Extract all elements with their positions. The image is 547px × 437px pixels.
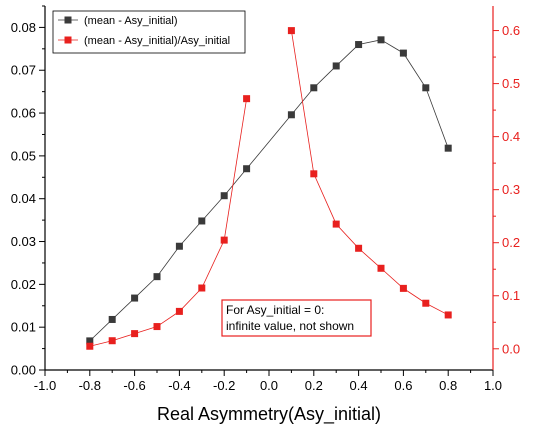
series-1-point <box>444 144 452 152</box>
series-1-point <box>220 192 228 200</box>
y-right-tick-label: 0.6 <box>502 23 520 38</box>
series-2-point <box>131 330 139 338</box>
y-left-tick-label: 0.04 <box>11 191 36 206</box>
series-2-point <box>310 170 318 178</box>
y-right-tick-label: 0.2 <box>502 235 520 250</box>
series-1-point <box>287 111 295 119</box>
legend-label: (mean - Asy_initial)/Asy_initial <box>84 35 230 47</box>
y-right-tick-label: 0.5 <box>502 76 520 91</box>
series-2-point <box>422 299 430 307</box>
x-tick-label: 0.6 <box>394 378 412 393</box>
x-axis-label: Real Asymmetry(Asy_initial) <box>157 404 381 425</box>
axes: -1.0 -0.8 -0.6 -0.4 -0.2 0.0 0.2 0.4 0.6 0.8 1.0 0.… <box>11 5 520 425</box>
series-1-point <box>399 49 407 57</box>
series-2-point <box>175 307 183 315</box>
x-tick-label: 0.2 <box>305 378 323 393</box>
x-tick-label: -1.0 <box>34 378 56 393</box>
series-2-point <box>399 284 407 292</box>
series-1-point <box>86 337 94 345</box>
series-1-point <box>310 84 318 92</box>
annotation: For Asy_initial = 0: infinite value, not … <box>221 299 372 337</box>
series-2-point <box>355 244 363 252</box>
series-1-point <box>108 315 116 323</box>
x-tick-label: -0.2 <box>213 378 235 393</box>
annotation-box <box>221 299 372 337</box>
series-2-point <box>108 337 116 345</box>
series-2-point <box>287 27 295 35</box>
y-left-tick-label: 0.06 <box>11 106 36 121</box>
y-left-tick-label: 0.05 <box>11 148 36 163</box>
series-1-point <box>332 62 340 70</box>
annotation-line-1: For Asy_initial = 0: <box>226 303 324 317</box>
x-tick-label: -0.6 <box>123 378 145 393</box>
series-1-point <box>153 273 161 281</box>
y-right-tick-label: 0.3 <box>502 182 520 197</box>
y-left-tick-label: 0.08 <box>11 20 36 35</box>
y-right-tick-label: 0.1 <box>502 288 520 303</box>
x-tick-label: 0.0 <box>260 378 278 393</box>
series-1-point <box>355 41 363 49</box>
series-2-point <box>444 311 452 319</box>
legend-marker <box>64 36 72 44</box>
y-right-tick-label: 0.4 <box>502 129 520 144</box>
y-right-tick-label: 0.0 <box>502 341 520 356</box>
legend-box <box>52 10 246 54</box>
series-2-line <box>291 30 449 316</box>
series-layer <box>86 27 452 350</box>
series-1-point <box>243 165 251 173</box>
series-2-point <box>198 284 206 292</box>
series-2-point <box>220 236 228 244</box>
x-tick-label: 0.4 <box>350 378 368 393</box>
y-left-tick-label: 0.00 <box>11 363 36 378</box>
legend-label: (mean - Asy_initial) <box>84 15 178 27</box>
y-left-tick-label: 0.07 <box>11 63 36 78</box>
x-tick-label: -0.8 <box>79 378 101 393</box>
series-2-point <box>86 342 94 350</box>
series-1-point <box>198 217 206 225</box>
series-2-point <box>153 323 161 331</box>
series-2-point <box>377 264 385 272</box>
series-2-line <box>89 98 247 347</box>
y-left-tick-label: 0.02 <box>11 277 36 292</box>
y-left-tick-label: 0.01 <box>11 320 36 335</box>
legend: (mean - Asy_initial) (mean - Asy_initial)… <box>52 10 246 54</box>
y-left-tick-label: 0.03 <box>11 234 36 249</box>
series-1-point <box>422 84 430 92</box>
annotation-line-2: infinite value, not shown <box>226 319 354 333</box>
x-tick-label: 0.8 <box>439 378 457 393</box>
series-1-line <box>89 39 449 342</box>
series-1-point <box>175 242 183 250</box>
x-tick-label: 1.0 <box>484 378 502 393</box>
series-2-point <box>243 95 251 103</box>
series-1-point <box>131 294 139 302</box>
series-2-point <box>332 220 340 228</box>
x-tick-label: -0.4 <box>168 378 190 393</box>
series-1-point <box>377 36 385 44</box>
legend-marker <box>64 16 72 24</box>
